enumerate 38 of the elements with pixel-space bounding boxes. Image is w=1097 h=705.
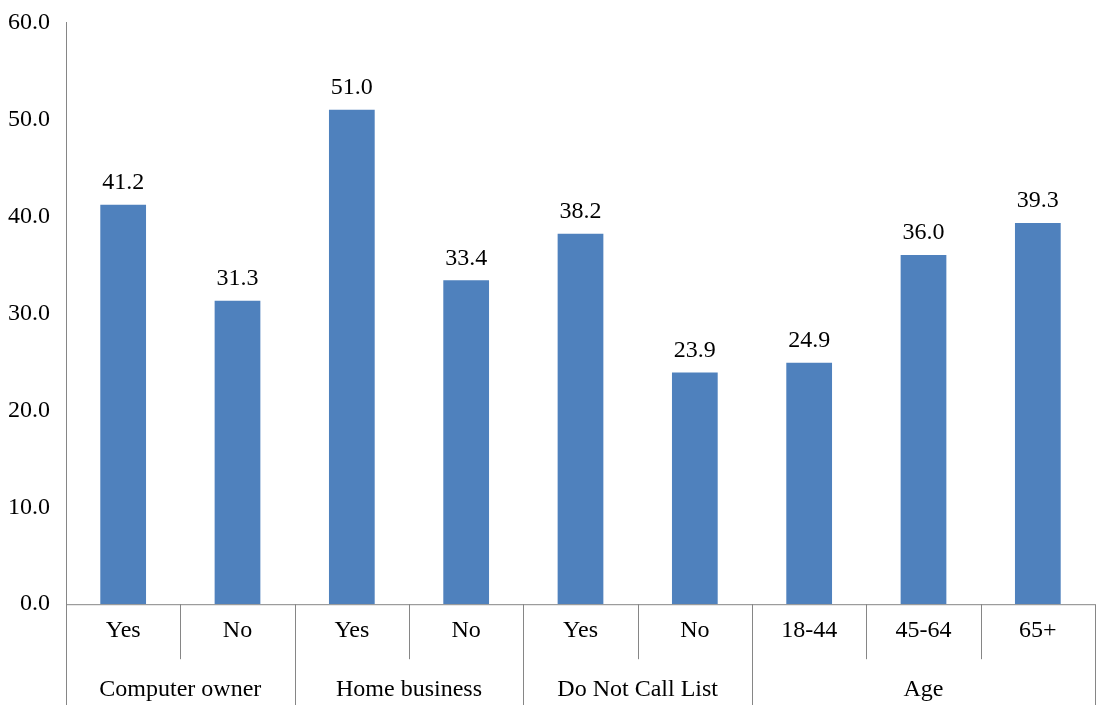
data-label: 41.2 bbox=[102, 167, 145, 194]
text: Computer owner bbox=[99, 675, 262, 702]
bar bbox=[1014, 223, 1061, 605]
bar bbox=[900, 255, 947, 605]
x-tick-label: Yes bbox=[105, 615, 141, 642]
text: Do Not Call List bbox=[557, 675, 719, 702]
y-tick-label: 10.0 bbox=[8, 492, 50, 519]
data-label: 23.9 bbox=[673, 335, 716, 362]
bar bbox=[328, 109, 375, 605]
x-tick-label: 65+ bbox=[1019, 615, 1057, 642]
y-tick-label: 30.0 bbox=[8, 298, 50, 325]
y-tick-label: 0.0 bbox=[20, 589, 50, 616]
x-tick-label: No bbox=[451, 615, 481, 642]
y-tick-label: 20.0 bbox=[8, 395, 50, 422]
data-label: 51.0 bbox=[330, 72, 373, 99]
text: Age bbox=[903, 675, 944, 702]
x-tick-label: No bbox=[680, 615, 710, 642]
y-tick-label: 50.0 bbox=[8, 104, 50, 131]
data-label: 33.4 bbox=[445, 243, 488, 270]
x-tick-label: Yes bbox=[563, 615, 598, 642]
data-label: 38.2 bbox=[559, 197, 602, 224]
data-label: 24.9 bbox=[788, 326, 831, 353]
x-tick-label: 45-64 bbox=[895, 615, 952, 642]
x-tick-label: No bbox=[222, 615, 253, 642]
bar bbox=[786, 362, 833, 605]
bar bbox=[443, 280, 490, 605]
y-tick-label: 60.0 bbox=[8, 7, 50, 34]
x-tick-label: 18-44 bbox=[781, 615, 838, 642]
data-label: 31.3 bbox=[216, 263, 259, 290]
bar bbox=[557, 233, 604, 605]
data-label: 39.3 bbox=[1016, 186, 1059, 213]
bar bbox=[214, 300, 261, 605]
x-tick-label: Yes bbox=[334, 615, 370, 642]
bar bbox=[671, 372, 718, 605]
y-tick-label: 40.0 bbox=[8, 201, 50, 228]
data-label: 36.0 bbox=[902, 218, 945, 245]
bar bbox=[100, 204, 147, 605]
text: Home business bbox=[336, 675, 482, 702]
